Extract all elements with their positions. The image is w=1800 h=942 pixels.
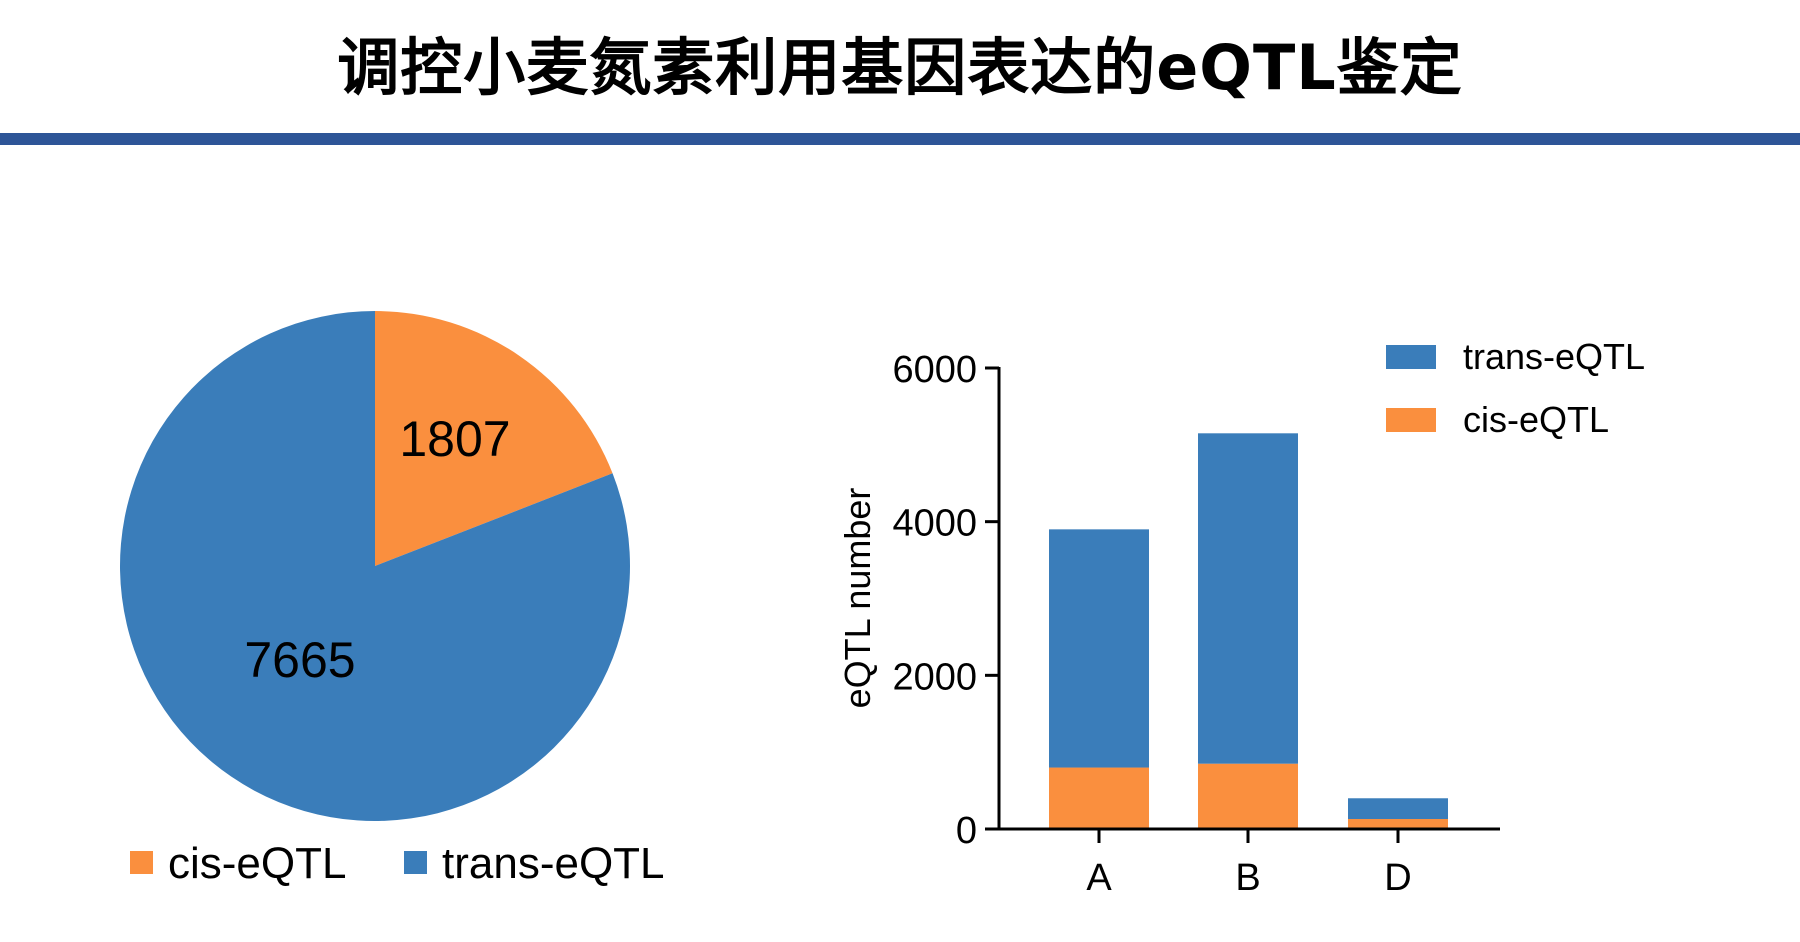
legend-swatch-cis-eqtl [1386,408,1436,432]
pie-slice-trans-eqtl [120,311,630,822]
y-tick-label: 0 [956,810,977,852]
bar-d-cis-eqtl [1348,819,1448,829]
x-tick-label: D [1384,857,1411,899]
legend-label: cis-eQTL [1463,399,1609,440]
bar-b-trans-eqtl [1198,433,1298,764]
page-title: 调控小麦氮素利用基因表达的eQTL鉴定 [337,31,1463,104]
legend-label: cis-eQTL [168,839,346,888]
y-tick-label: 2000 [892,656,977,698]
pie-data-label: 7665 [244,632,355,688]
legend-swatch-trans-eqtl [1386,345,1436,369]
legend-swatch-cis-eqtl [130,851,153,874]
bar-a-trans-eqtl [1049,529,1149,768]
y-tick-label: 4000 [892,503,977,545]
pie-chart: 1807 7665 cis-eQTL trans-eQTL [120,311,665,888]
title-divider [0,133,1800,145]
bar-d-trans-eqtl [1348,798,1448,820]
x-tick-label: A [1086,857,1112,899]
pie-slice-cis-eqtl [375,311,613,566]
legend-label: trans-eQTL [442,839,665,888]
bar-b-cis-eqtl [1198,763,1298,829]
pie-data-label: 1807 [399,411,510,467]
y-tick-label: 6000 [892,349,977,391]
x-tick-label: B [1235,857,1260,899]
bar-a-cis-eqtl [1049,767,1149,829]
y-axis-title: eQTL number [837,488,878,709]
legend-label: trans-eQTL [1463,336,1645,377]
legend-swatch-trans-eqtl [404,851,427,874]
